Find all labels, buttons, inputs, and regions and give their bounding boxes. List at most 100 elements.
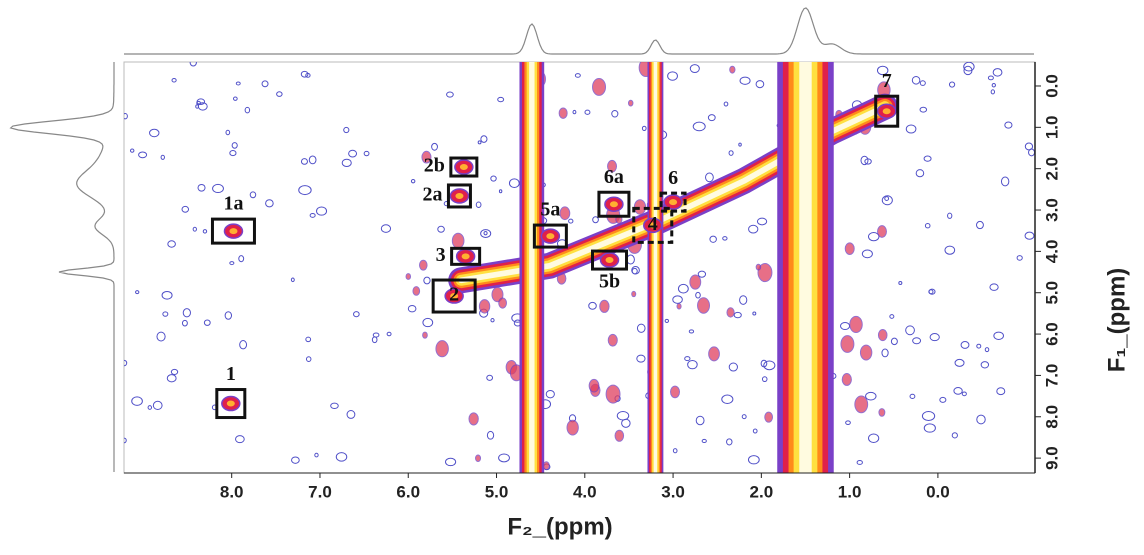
noise-contour	[849, 315, 863, 334]
peak-box	[874, 94, 900, 128]
noise-contour	[755, 263, 762, 271]
noise-contour	[341, 158, 352, 168]
noise-contour	[171, 77, 177, 83]
noise-contour	[508, 178, 520, 189]
noise-contour	[721, 394, 734, 405]
cross-peak-core	[229, 228, 238, 235]
f2-projection	[124, 7, 1034, 55]
noise-contour	[353, 311, 360, 318]
noise-contour	[845, 420, 851, 426]
noise-contour	[566, 419, 579, 436]
noise-contour	[314, 452, 319, 458]
noise-contour	[840, 335, 855, 353]
noise-contour	[607, 333, 618, 347]
noise-contour	[728, 150, 734, 156]
noise-contour	[422, 331, 428, 339]
noise-contour	[915, 169, 925, 178]
noise-contour	[181, 319, 188, 327]
noise-contour	[911, 75, 921, 85]
noise-contour	[723, 101, 729, 107]
y-tick-label: 3.0	[1042, 198, 1061, 222]
noise-contour	[490, 175, 497, 182]
peak-label: 7	[882, 70, 892, 92]
noise-contour	[641, 125, 647, 131]
noise-contour	[410, 178, 416, 184]
noise-contour	[929, 333, 940, 342]
noise-contour	[695, 415, 705, 426]
noise-contour	[739, 76, 751, 85]
f1-projection	[9, 62, 115, 472]
noise-contour	[558, 107, 568, 119]
noise-contour	[437, 225, 445, 233]
y-axis-label: F₁_(ppm)	[1103, 268, 1130, 373]
noise-contour	[912, 337, 922, 345]
noise-contour	[990, 89, 996, 95]
noise-contour	[923, 423, 936, 433]
noise-contour	[876, 65, 889, 76]
noise-contour	[761, 376, 768, 383]
noise-contour	[672, 448, 678, 454]
noise-contour	[954, 358, 965, 367]
noise-contour	[152, 400, 163, 411]
noise-contour	[445, 457, 457, 467]
x-tick-label: 5.0	[485, 482, 509, 501]
band	[799, 62, 812, 473]
noise-contour	[419, 259, 428, 271]
noise-contour	[192, 226, 197, 232]
noise-contour	[919, 106, 928, 113]
x-axis-label: F₂_(ppm)	[507, 513, 612, 540]
noise-contour	[196, 98, 206, 105]
peak-box	[431, 278, 477, 314]
noise-contour	[756, 217, 768, 226]
noise-contour	[672, 295, 683, 304]
noise-contour	[993, 331, 1004, 340]
peak-box	[215, 388, 247, 420]
x-tick-label: 4.0	[573, 482, 597, 501]
band	[653, 62, 658, 473]
peak-box	[532, 223, 568, 249]
noise-contour	[229, 261, 235, 266]
noise-contour	[868, 433, 880, 443]
noise-contour	[616, 410, 630, 421]
noise-contour	[330, 402, 339, 410]
noise-contour	[697, 270, 707, 278]
noise-contour	[156, 331, 166, 342]
peak-label: 2a	[422, 184, 442, 206]
noise-contour	[877, 328, 888, 342]
noise-contour	[167, 240, 176, 248]
noise-contour	[944, 245, 956, 255]
noise-contour	[212, 183, 224, 194]
noise-contour	[636, 354, 646, 363]
cross-peak-core	[459, 164, 468, 171]
noise-contour	[757, 263, 773, 283]
peak-box	[597, 190, 631, 218]
noise-contour	[124, 359, 128, 367]
noise-contour	[939, 396, 947, 403]
noise-contour	[574, 73, 581, 78]
noise-contour	[588, 301, 597, 310]
noise-contour	[976, 343, 982, 349]
noise-contour	[905, 124, 917, 134]
noise-contour	[446, 91, 454, 98]
cross-peak-core	[461, 253, 470, 260]
noise-contour	[572, 109, 577, 115]
noise-contour	[996, 387, 1006, 396]
noise-contour	[308, 155, 317, 165]
noise-contour	[486, 430, 495, 440]
noise-contour	[197, 183, 206, 192]
noise-contour	[161, 290, 173, 300]
noise-contour	[980, 361, 990, 369]
noise-contour	[739, 295, 748, 305]
noise-contour	[614, 429, 625, 442]
peak-label: 4	[648, 213, 658, 235]
noise-contour	[300, 70, 309, 78]
band-group	[647, 62, 664, 473]
cross-peak-core	[450, 293, 459, 300]
peak-label: 5b	[599, 271, 620, 293]
noise-contour	[545, 389, 555, 399]
noise-contour	[300, 158, 308, 165]
noise-contour	[235, 81, 241, 86]
noise-contour	[748, 224, 759, 234]
noise-contour	[203, 319, 211, 326]
noise-contour	[1000, 176, 1010, 187]
